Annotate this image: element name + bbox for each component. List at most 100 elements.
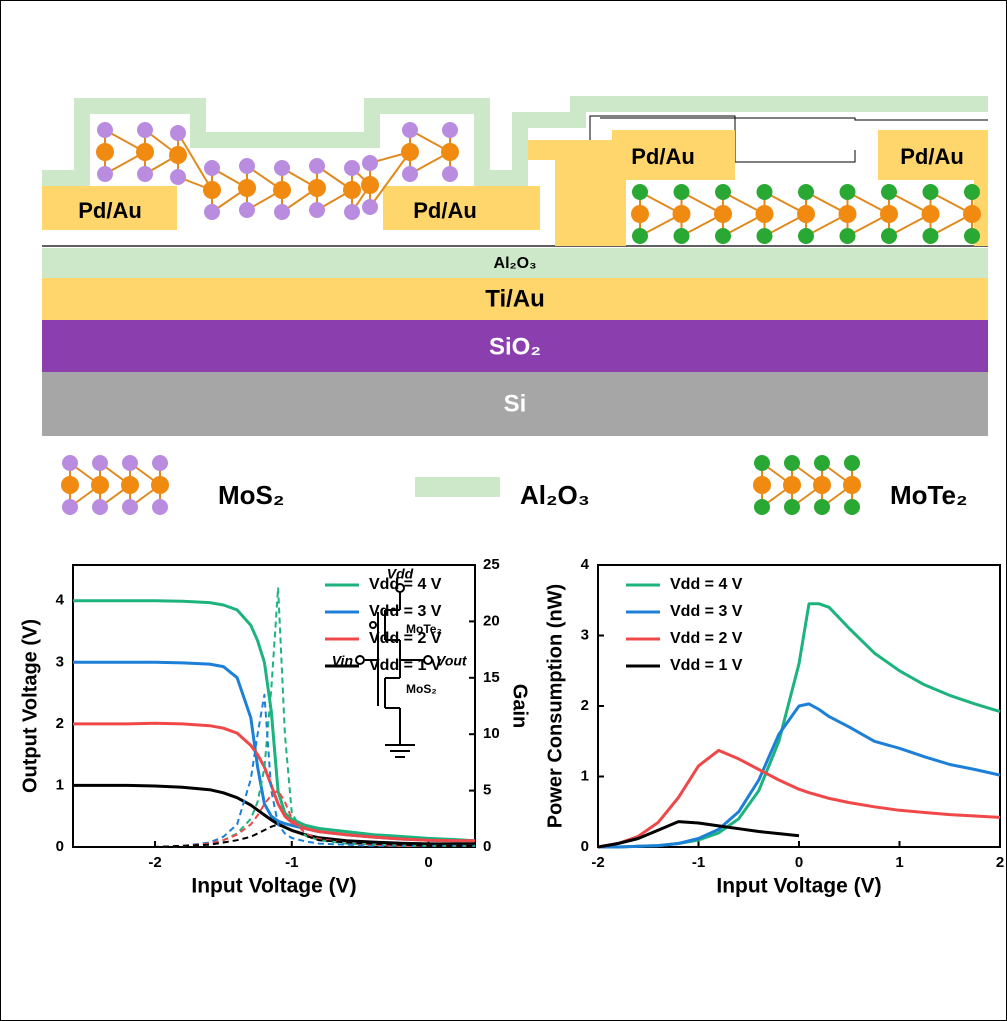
legend-swatch [415,477,500,497]
atom [239,202,255,218]
atom [923,228,939,244]
atom [783,476,801,494]
atom [169,146,187,164]
y2-axis-label: Gain [509,684,531,728]
atom [814,455,830,471]
atom [204,204,220,220]
layer-label: Al₂O₃ [494,255,537,272]
legend-label: MoTe₂ [890,480,968,510]
atom [361,176,379,194]
atom [753,476,771,494]
legend-label: Vdd = 2 V [670,630,743,647]
y-tick-label: 2 [581,697,589,714]
atom [362,155,378,171]
atom [203,181,221,199]
atom [840,228,856,244]
layer-label: Si [504,390,527,417]
atom [152,455,168,471]
inset-label: MoS₂ [406,682,437,696]
atom [274,160,290,176]
atom [97,166,113,182]
atom [97,122,113,138]
y-axis-label: Power Consumption (nW) [544,584,566,828]
atom [402,166,418,182]
y-tick-label: 0 [581,838,589,855]
atom [442,122,458,138]
legend-label: Al₂O₃ [520,480,590,510]
figure: Pd/Au Pd/Au Pd/Au Pd/Au Al₂O₃ Ti/Au SiO₂… [0,0,1007,1021]
atom [92,455,108,471]
x-axis-label: Input Voltage (V) [716,875,881,898]
y-tick-label: 3 [56,653,64,670]
y2-tick-label: 20 [483,612,500,629]
contact-label: Pd/Au [413,198,477,223]
atom [401,143,419,161]
atom [151,476,169,494]
atom [61,476,79,494]
atom [798,184,814,200]
atom [204,160,220,176]
layer-label: Ti/Au [485,285,545,312]
atom [714,205,732,223]
x-tick-label: 2 [996,854,1004,871]
atom [922,205,940,223]
atom [344,160,360,176]
atom [844,499,860,515]
legend-label: Vdd = 4 V [670,576,743,593]
y2-tick-label: 15 [483,669,500,686]
atom [402,122,418,138]
y2-tick-label: 10 [483,725,500,742]
y-tick-label: 2 [56,715,64,732]
inset-label: MoTe₂ [406,622,442,636]
atom [674,228,690,244]
atom [843,476,861,494]
y-axis-label: Output Voltage (V) [19,619,41,793]
contact [612,180,626,246]
atom [137,166,153,182]
y-tick-label: 1 [581,767,589,784]
x-axis-label: Input Voltage (V) [191,875,356,898]
atom [963,205,981,223]
atom [881,184,897,200]
atom [715,228,731,244]
atom [309,202,325,218]
atom [137,122,153,138]
atom [757,228,773,244]
atom [757,184,773,200]
atom [964,184,980,200]
y2-tick-label: 25 [483,556,500,573]
x-tick-label: 0 [795,854,803,871]
atom [442,166,458,182]
contact-label: Pd/Au [78,198,142,223]
atom [631,205,649,223]
atom [632,228,648,244]
atom [754,455,770,471]
atom [964,228,980,244]
atom [754,499,770,515]
atom [170,169,186,185]
legend-label: Vdd = 3 V [369,603,442,620]
atom [840,184,856,200]
atom [96,143,114,161]
x-tick-label: 0 [424,854,432,871]
x-tick-label: -2 [148,854,161,871]
atom [715,184,731,200]
atom [798,228,814,244]
atom [674,184,690,200]
y2-tick-label: 0 [483,838,491,855]
atom [239,158,255,174]
x-tick-label: -1 [692,854,705,871]
contact-label: Pd/Au [900,144,964,169]
atom [309,158,325,174]
x-tick-label: -1 [285,854,298,871]
atom [62,499,78,515]
atom [273,181,291,199]
atom [170,125,186,141]
y-tick-label: 0 [56,838,64,855]
atom [343,181,361,199]
atom [756,205,774,223]
atom [673,205,691,223]
atom [844,455,860,471]
atom [839,205,857,223]
atom [136,143,154,161]
